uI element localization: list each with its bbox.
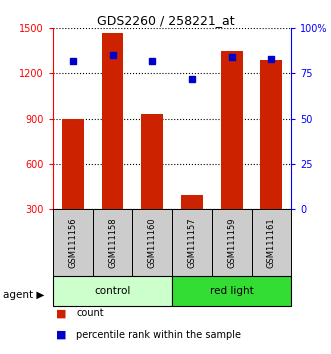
Text: GSM111160: GSM111160 bbox=[148, 217, 157, 268]
Text: GDS2260 / 258221_at: GDS2260 / 258221_at bbox=[97, 14, 234, 27]
FancyBboxPatch shape bbox=[53, 276, 172, 306]
Bar bbox=[62, 119, 84, 209]
Bar bbox=[260, 60, 282, 209]
Text: count: count bbox=[76, 308, 104, 318]
FancyBboxPatch shape bbox=[212, 209, 252, 276]
Text: ■: ■ bbox=[56, 308, 67, 318]
Bar bbox=[102, 33, 123, 209]
FancyBboxPatch shape bbox=[172, 276, 291, 306]
FancyBboxPatch shape bbox=[93, 209, 132, 276]
Text: GSM111158: GSM111158 bbox=[108, 217, 117, 268]
Text: GSM111161: GSM111161 bbox=[267, 217, 276, 268]
Text: agent ▶: agent ▶ bbox=[3, 290, 45, 299]
Text: red light: red light bbox=[210, 286, 254, 296]
Text: percentile rank within the sample: percentile rank within the sample bbox=[76, 330, 241, 339]
Text: GSM111159: GSM111159 bbox=[227, 217, 236, 268]
FancyBboxPatch shape bbox=[53, 209, 93, 276]
FancyBboxPatch shape bbox=[172, 209, 212, 276]
Bar bbox=[181, 195, 203, 209]
Text: GSM111157: GSM111157 bbox=[187, 217, 197, 268]
FancyBboxPatch shape bbox=[252, 209, 291, 276]
Bar bbox=[141, 114, 163, 209]
Text: GSM111156: GSM111156 bbox=[68, 217, 77, 268]
FancyBboxPatch shape bbox=[132, 209, 172, 276]
Bar bbox=[221, 51, 243, 209]
Text: control: control bbox=[94, 286, 131, 296]
Text: ■: ■ bbox=[56, 330, 67, 339]
